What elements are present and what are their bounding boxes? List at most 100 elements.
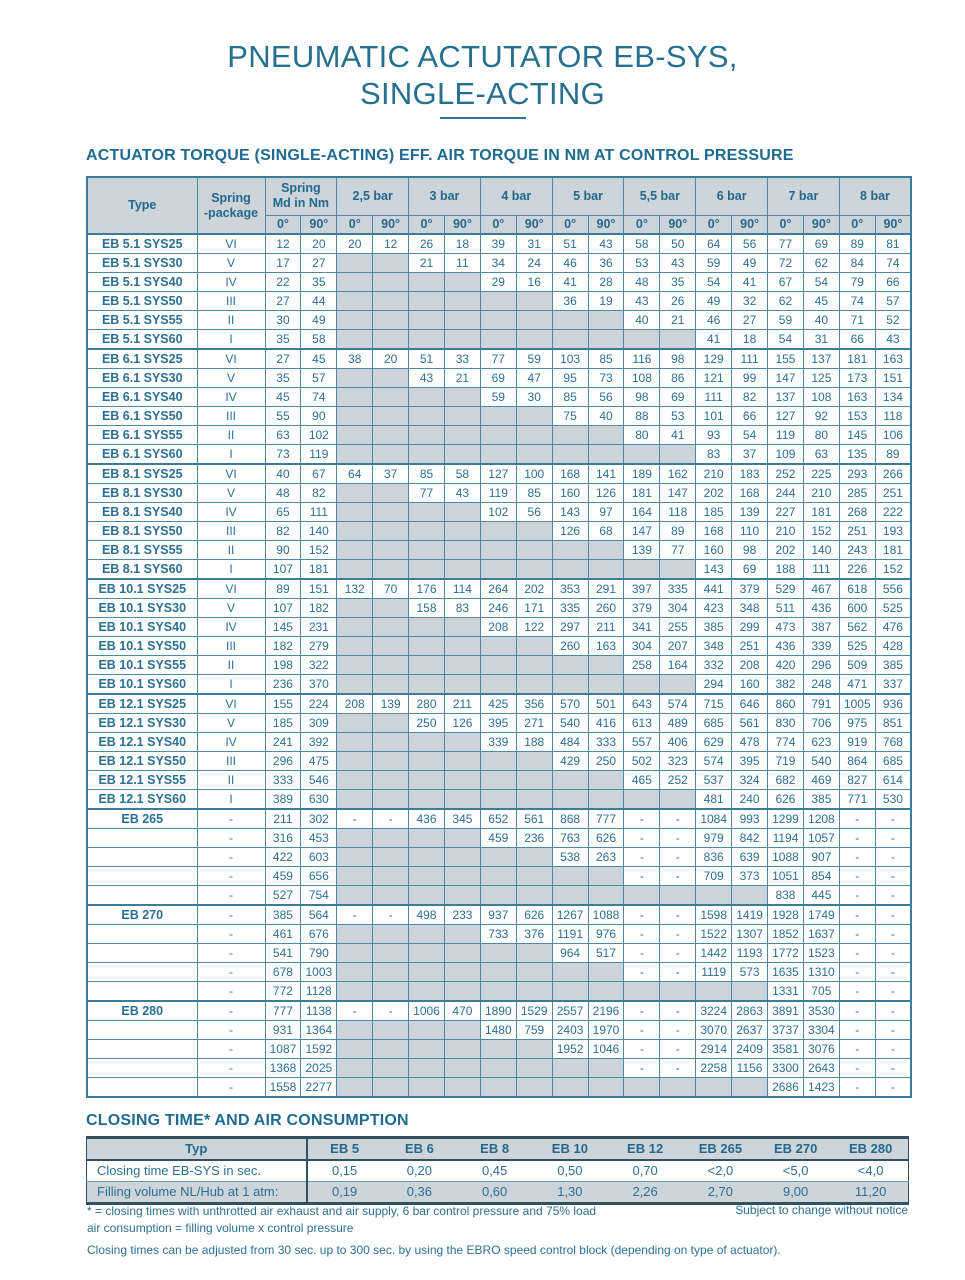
value-cell: 395 bbox=[479, 713, 517, 733]
value-cell bbox=[479, 1077, 517, 1098]
value-cell bbox=[443, 732, 481, 752]
value-cell: 1194 bbox=[767, 828, 804, 848]
spring-package-cell: V bbox=[196, 483, 266, 503]
value-cell: 2637 bbox=[731, 1020, 769, 1040]
value-cell bbox=[408, 272, 445, 292]
value-cell: - bbox=[623, 828, 661, 848]
value-cell bbox=[515, 540, 553, 560]
value-cell: 1128 bbox=[300, 981, 338, 1002]
value-cell bbox=[336, 502, 374, 522]
col-header-actuator: EB 6 bbox=[381, 1137, 457, 1161]
value-cell: - bbox=[874, 962, 912, 982]
value-cell: 74 bbox=[874, 253, 912, 273]
value-cell: - bbox=[623, 1000, 661, 1021]
value-cell bbox=[479, 655, 517, 675]
value-cell: 244 bbox=[767, 483, 804, 503]
value-cell: 1191 bbox=[551, 924, 589, 944]
value-cell: - bbox=[659, 962, 697, 982]
value-cell: 35 bbox=[300, 272, 338, 292]
value-cell: 45 bbox=[264, 387, 302, 407]
value-cell bbox=[551, 540, 589, 560]
value-cell bbox=[408, 981, 445, 1002]
value-cell: 838 bbox=[767, 885, 804, 906]
value-cell: 0,20 bbox=[406, 1163, 433, 1178]
value-cell: 436 bbox=[408, 808, 445, 829]
col-header-deg90: 90° bbox=[587, 214, 625, 235]
value-cell: 50 bbox=[659, 233, 697, 254]
value-cell: 19 bbox=[587, 291, 625, 311]
value-cell: 63 bbox=[802, 444, 840, 465]
spring-package-cell: VI bbox=[196, 348, 266, 369]
value-cell: 119 bbox=[300, 444, 338, 465]
value-cell: 459 bbox=[264, 866, 302, 886]
value-cell: - bbox=[874, 847, 912, 867]
value-cell bbox=[336, 770, 374, 790]
value-cell: - bbox=[659, 828, 697, 848]
value-cell: 53 bbox=[623, 253, 661, 273]
value-cell bbox=[372, 444, 410, 465]
type-cell: EB 8.1 SYS40 bbox=[86, 502, 198, 522]
value-cell: 425 bbox=[479, 693, 517, 714]
value-cell: 525 bbox=[874, 598, 912, 618]
spring-package-cell: - bbox=[196, 981, 266, 1002]
table-row: EB 5.1 SYS25 VI 12 20 20 12 26 18 39 31 51 43 58 50 64… bbox=[86, 233, 912, 254]
value-cell: 111 bbox=[731, 348, 769, 369]
value-cell: 181 bbox=[874, 540, 912, 560]
value-cell bbox=[515, 981, 553, 1002]
value-cell: - bbox=[659, 866, 697, 886]
value-cell: 58 bbox=[443, 463, 481, 484]
value-cell: 1310 bbox=[802, 962, 840, 982]
value-cell: 705 bbox=[802, 981, 840, 1002]
value-cell bbox=[372, 1020, 410, 1040]
value-cell bbox=[443, 617, 481, 637]
value-cell: 108 bbox=[802, 387, 840, 407]
value-cell: 85 bbox=[587, 348, 625, 369]
value-cell: 56 bbox=[731, 233, 769, 254]
value-cell: 570 bbox=[551, 693, 589, 714]
value-cell: - bbox=[838, 808, 876, 829]
value-cell: 98 bbox=[731, 540, 769, 560]
value-cell: 429 bbox=[551, 751, 589, 771]
value-cell: 509 bbox=[838, 655, 876, 675]
value-cell: 163 bbox=[838, 387, 876, 407]
col-header-spring-package: Spring -package bbox=[196, 176, 266, 235]
value-cell bbox=[479, 866, 517, 886]
value-cell: 0,60 bbox=[457, 1181, 533, 1204]
value-cell: 12 bbox=[264, 233, 302, 254]
value-cell: 2196 bbox=[587, 1000, 625, 1021]
value-cell bbox=[515, 770, 553, 790]
value-cell: 84 bbox=[838, 253, 876, 273]
value-cell: 103 bbox=[551, 348, 589, 369]
spring-package-cell: III bbox=[196, 291, 266, 311]
value-cell: 73 bbox=[264, 444, 302, 465]
value-cell: 49 bbox=[300, 310, 338, 330]
col-header-type: Type bbox=[86, 176, 198, 235]
value-cell: 183 bbox=[731, 463, 769, 484]
value-cell: 0,50 bbox=[557, 1163, 583, 1178]
value-cell bbox=[408, 387, 445, 407]
value-cell bbox=[443, 425, 481, 445]
value-cell: 126 bbox=[551, 521, 589, 541]
value-cell: 379 bbox=[731, 578, 769, 599]
value-cell: 268 bbox=[838, 502, 876, 522]
value-cell bbox=[515, 291, 553, 311]
value-cell bbox=[408, 924, 445, 944]
type-cell bbox=[86, 885, 198, 906]
value-cell: 1006 bbox=[408, 1000, 445, 1021]
value-cell: 373 bbox=[731, 866, 769, 886]
value-cell: 296 bbox=[264, 751, 302, 771]
value-cell: 1852 bbox=[767, 924, 804, 944]
type-cell: EB 280 bbox=[86, 1000, 198, 1021]
value-cell: - bbox=[659, 847, 697, 867]
value-cell bbox=[336, 655, 374, 675]
value-cell: 208 bbox=[731, 655, 769, 675]
value-cell bbox=[515, 1077, 553, 1098]
value-cell: - bbox=[874, 904, 912, 925]
value-cell: 160 bbox=[551, 483, 589, 503]
value-cell: 1522 bbox=[695, 924, 733, 944]
value-cell: 89 bbox=[838, 233, 876, 254]
value-cell: - bbox=[659, 1039, 697, 1059]
value-cell: 561 bbox=[515, 808, 553, 829]
value-cell: 1419 bbox=[731, 904, 769, 925]
